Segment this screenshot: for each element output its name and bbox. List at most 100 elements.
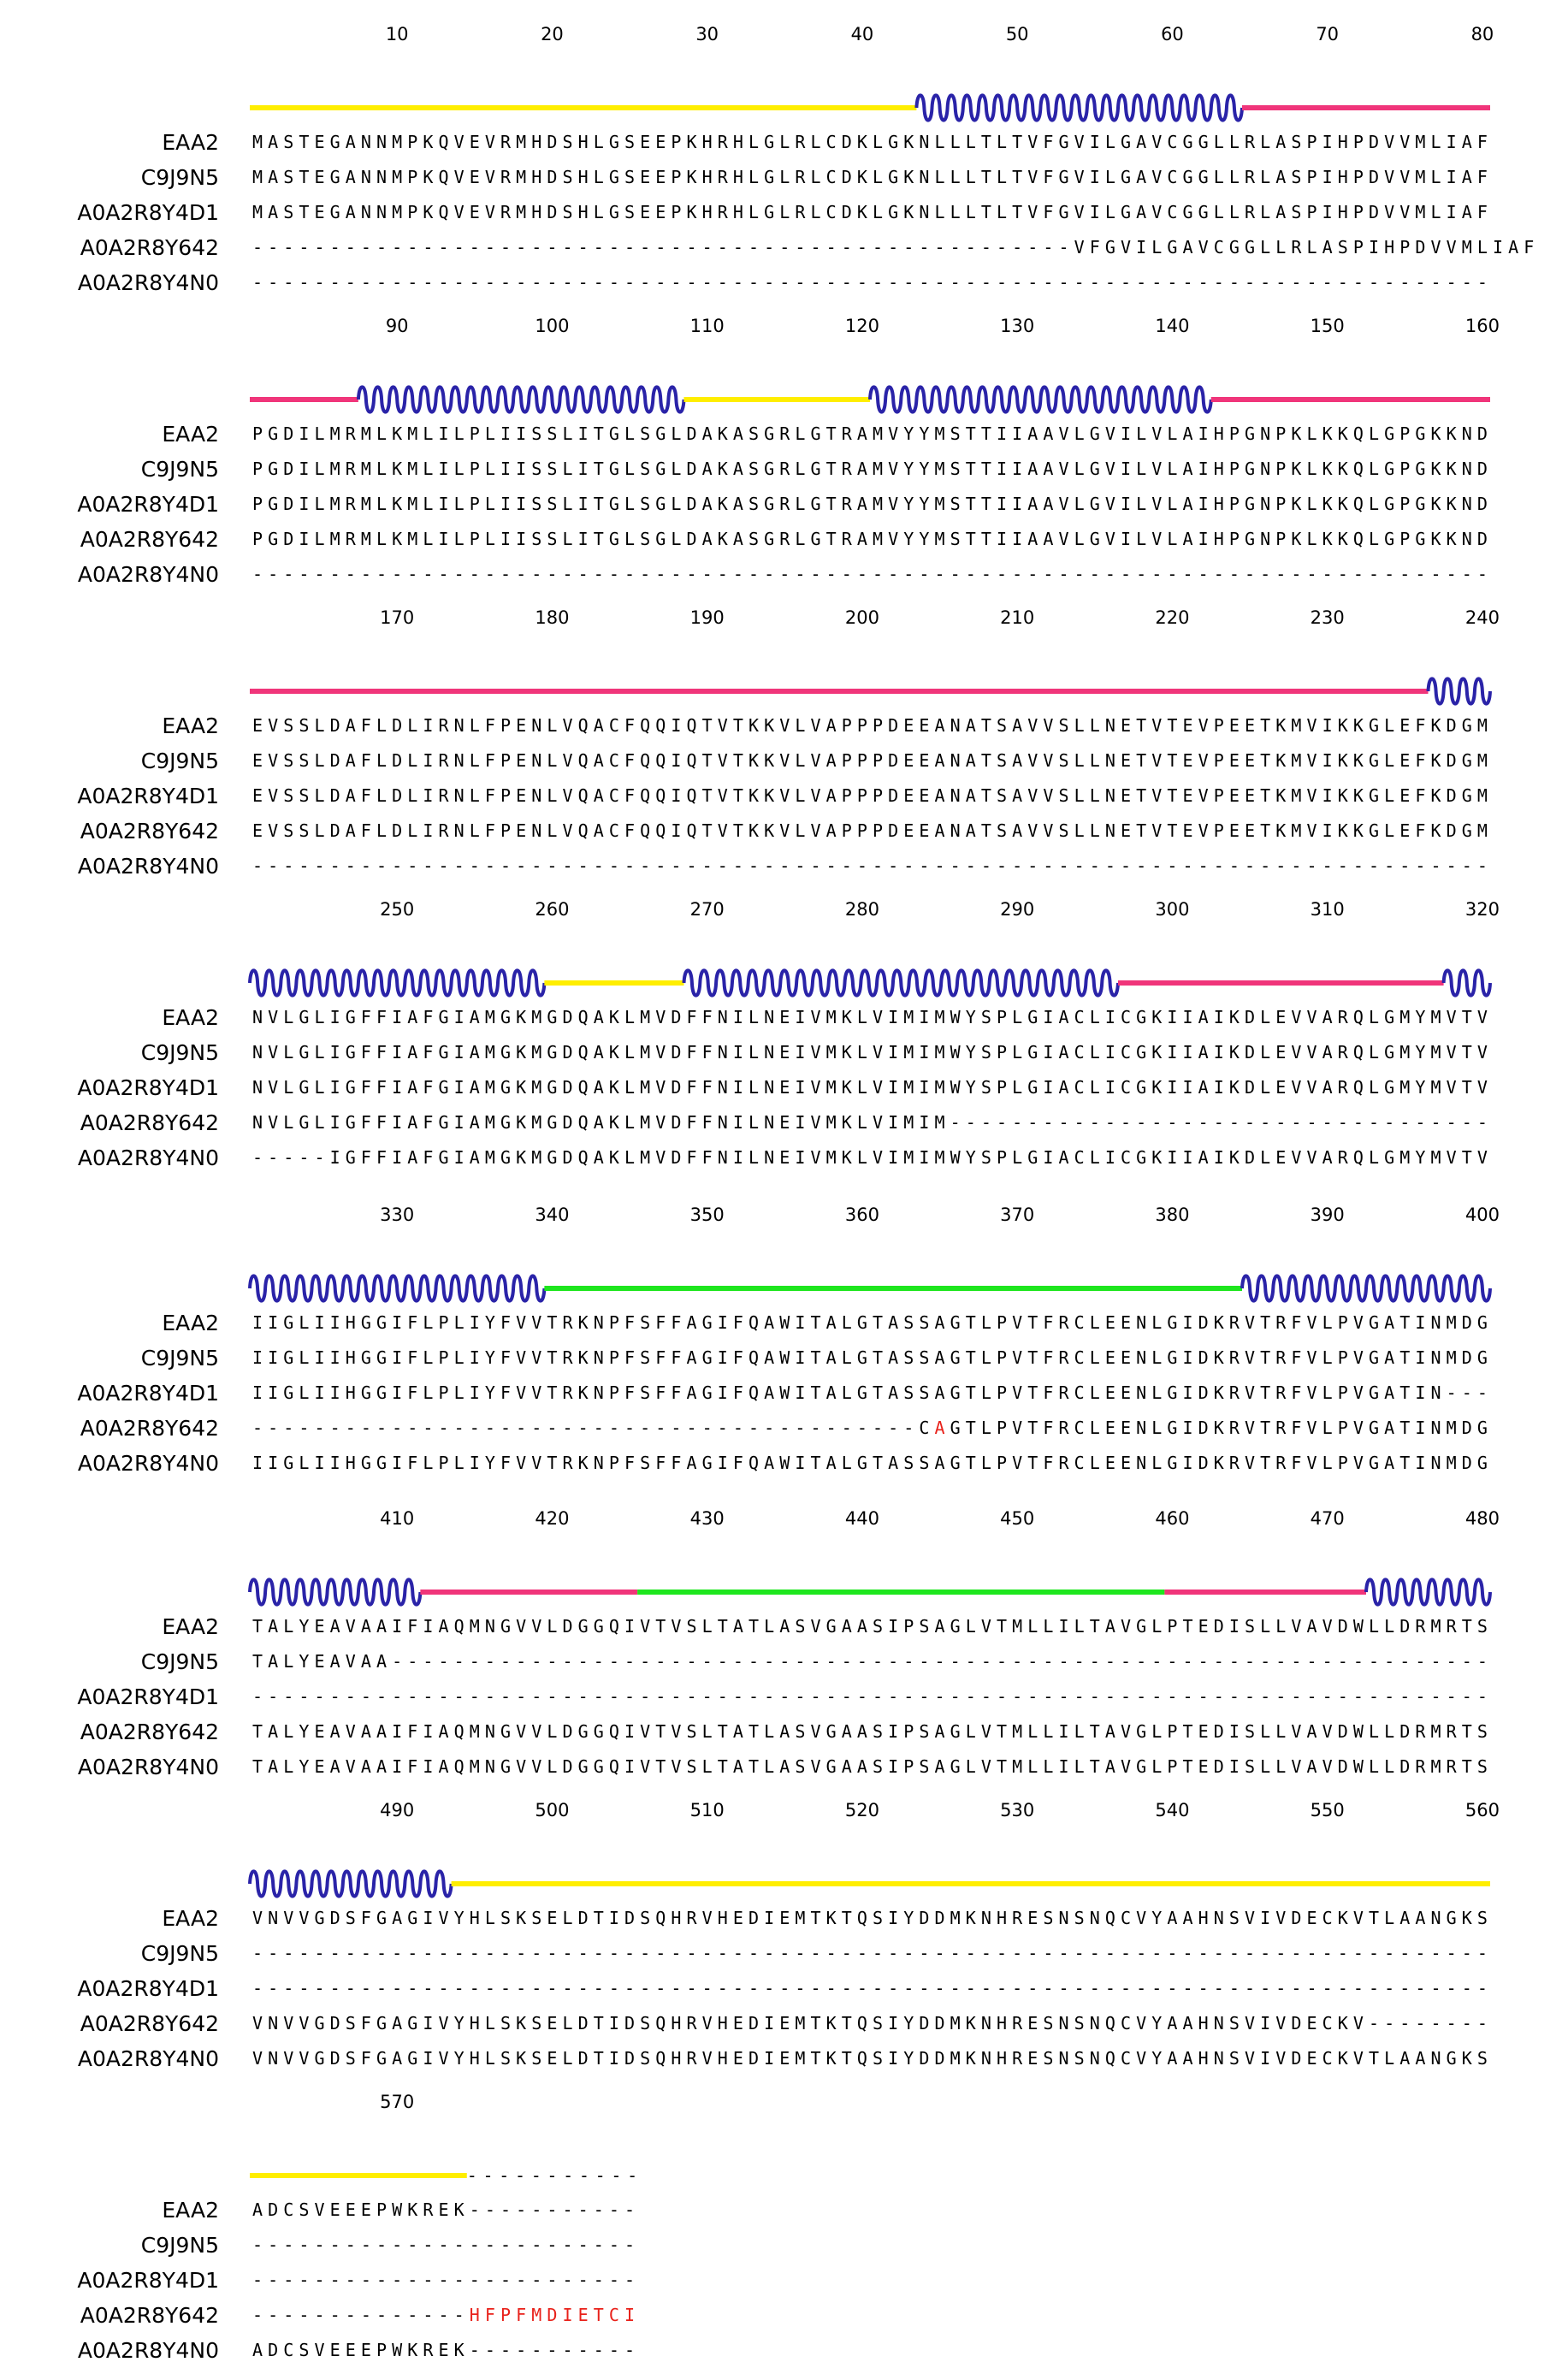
residue: R	[1337, 1042, 1348, 1063]
residue: S	[299, 820, 310, 841]
residue: N	[1260, 529, 1271, 549]
position-tick: 140	[1155, 316, 1190, 336]
residue: M	[903, 1112, 914, 1133]
residue: -	[314, 2235, 325, 2255]
residue: -	[1322, 1943, 1333, 1963]
residue: L	[1027, 1616, 1038, 1637]
residue: S	[1074, 2013, 1085, 2034]
residue: V	[655, 1007, 666, 1027]
residue: D	[329, 2013, 340, 2034]
residue: I	[1182, 1347, 1193, 1368]
residue: S	[997, 715, 1008, 736]
residue: G	[1476, 1418, 1488, 1438]
residue: H	[531, 202, 542, 222]
residue: N	[717, 1007, 728, 1027]
residue: F	[671, 1312, 682, 1333]
residue: R	[686, 1908, 697, 1928]
residue: L	[1043, 1721, 1054, 1742]
residue: A	[268, 1616, 279, 1637]
residue: L	[1089, 715, 1100, 736]
residue: A	[856, 423, 867, 444]
residue: K	[1275, 820, 1287, 841]
residue: -	[392, 237, 403, 258]
residue: L	[624, 1042, 636, 1063]
residue: I	[1446, 202, 1457, 222]
residue: -	[593, 1686, 604, 1707]
residue: T	[299, 202, 310, 222]
residue: -	[500, 1978, 512, 1998]
residue: -	[1104, 1651, 1115, 1672]
residue: L	[314, 1042, 325, 1063]
residue: V	[252, 2048, 263, 2069]
residue: R	[562, 1312, 573, 1333]
residue: E	[779, 1077, 790, 1098]
residue: S	[1043, 1908, 1054, 1928]
residue: L	[593, 202, 604, 222]
residue: Q	[640, 820, 651, 841]
residue: -	[1151, 1978, 1163, 1998]
residue: -	[593, 2340, 604, 2360]
residue: K	[825, 2013, 837, 2034]
residue: S	[748, 494, 760, 514]
residue: -	[1104, 272, 1115, 293]
residue: F	[1043, 1382, 1054, 1403]
residue: I	[795, 1147, 806, 1168]
residue: S	[299, 715, 310, 736]
residue: I	[1322, 202, 1333, 222]
residue: R	[1245, 132, 1256, 152]
residue: V	[252, 1908, 263, 1928]
residue: -	[764, 855, 775, 876]
residue: -	[1151, 1943, 1163, 1963]
residue: S	[1074, 2048, 1085, 2069]
residue: I	[314, 1312, 325, 1333]
residue: -	[268, 1147, 279, 1168]
residue: T	[1012, 167, 1023, 187]
residue: C	[1322, 1908, 1333, 1928]
residue: I	[624, 1616, 636, 1637]
alignment-block: 90 100 110 120 130 140 150 160 EAA2 C9J9N5 A0A2R8Y…	[0, 316, 1568, 589]
residue: A	[686, 1453, 697, 1473]
residue: T	[1182, 1616, 1193, 1637]
residue: -	[1446, 1686, 1457, 1707]
residue: V	[1384, 202, 1395, 222]
sequence-names: EAA2 C9J9N5 A0A2R8Y4D1 A0A2R8Y642 A0A2R8Y4N0	[34, 1305, 219, 1481]
residue: S	[640, 1453, 651, 1473]
residue: S	[1245, 1616, 1256, 1637]
residue: R	[423, 2199, 434, 2220]
residue: D	[686, 423, 697, 444]
residue: -	[299, 855, 310, 876]
residue: Q	[608, 1616, 619, 1637]
residue: -	[795, 855, 806, 876]
residue: -	[841, 272, 852, 293]
residue: V	[1027, 820, 1038, 841]
residue: F	[624, 715, 636, 736]
residue: T	[1182, 1756, 1193, 1777]
residue: P	[500, 715, 512, 736]
residue: L	[1089, 820, 1100, 841]
residue: I	[329, 1382, 340, 1403]
residue: D	[934, 1908, 945, 1928]
residue: T	[1461, 1042, 1472, 1063]
residue: K	[1291, 459, 1302, 479]
residue: T	[732, 785, 743, 806]
residue: -	[577, 1686, 589, 1707]
residue: -	[438, 2270, 449, 2290]
residue: D	[562, 1112, 573, 1133]
residue: K	[1275, 715, 1287, 736]
residue: E	[1275, 1147, 1287, 1168]
residue: S	[686, 1616, 697, 1637]
residue: -	[453, 237, 464, 258]
residue: -	[903, 1686, 914, 1707]
position-ruler: 330 340 350 360 370 380 390 400	[0, 1205, 1568, 1239]
residue: L	[1151, 1616, 1163, 1637]
residue: F	[407, 1721, 418, 1742]
residue: F	[701, 1007, 713, 1027]
residue: V	[1306, 715, 1317, 736]
residue: P	[1399, 459, 1411, 479]
residue: -	[1027, 1112, 1038, 1133]
residue: L	[1074, 785, 1085, 806]
position-tick: 250	[380, 899, 415, 920]
residue: -	[392, 1651, 403, 1672]
